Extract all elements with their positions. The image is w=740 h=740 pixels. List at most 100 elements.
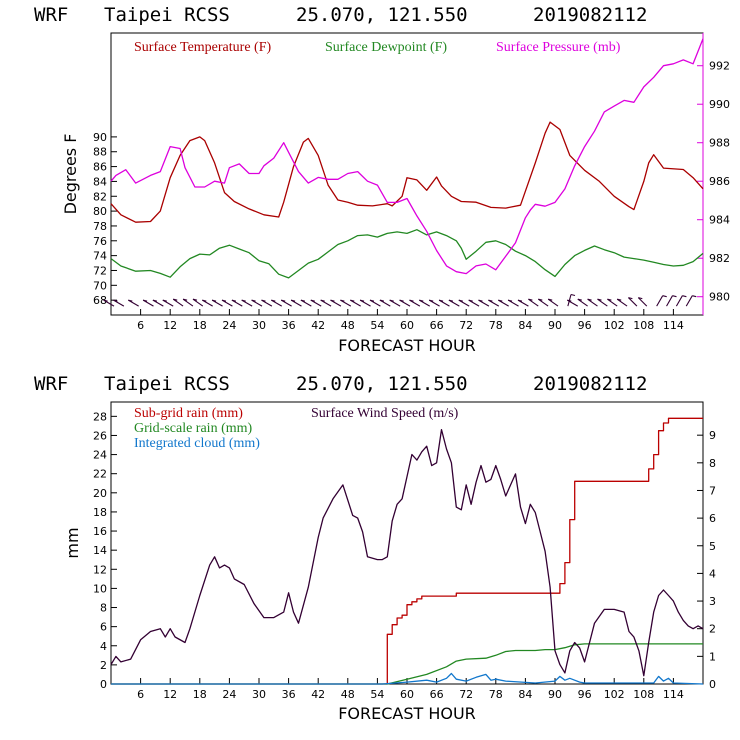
x-tick-label: 48	[341, 319, 355, 332]
y2-tick-label: 1	[709, 650, 716, 663]
x-tick-label: 72	[459, 688, 473, 701]
x-tick-label: 90	[548, 319, 562, 332]
wind-barb	[628, 297, 638, 307]
top-header-coords: 25.070, 121.550	[296, 4, 468, 26]
wind-barb-flag	[300, 299, 306, 302]
wind-barb-flag	[173, 298, 178, 301]
x-tick-label: 36	[282, 319, 296, 332]
surface-temperature-f-line	[110, 121, 704, 223]
x-tick-label: 54	[370, 688, 384, 701]
wind-barb-flag	[369, 299, 375, 302]
y2-tick-label: 6	[709, 512, 716, 525]
x-tick-label: 30	[252, 319, 266, 332]
bottom-header: WRF Taipei RCSS 25.070, 121.550 20190821…	[34, 373, 647, 395]
y2-tick-label: 4	[709, 567, 716, 580]
wind-barb-flag	[261, 299, 266, 302]
wind-barb-flag	[488, 299, 493, 302]
x-tick-label: 72	[459, 319, 473, 332]
wind-barb	[142, 299, 154, 307]
wind-barb-flag	[498, 299, 503, 302]
wind-barb	[438, 299, 450, 307]
wind-barb-flag	[142, 299, 148, 302]
wind-barb	[656, 295, 664, 307]
bottom-series-group	[110, 417, 704, 685]
wind-barb	[261, 299, 273, 307]
wind-barb-flag	[128, 299, 133, 302]
grid-scale-rain-mm-line	[111, 643, 703, 685]
y-tick-label: 86	[93, 161, 107, 174]
x-tick-label: 96	[578, 688, 592, 701]
wind-barb	[172, 298, 184, 307]
wind-barb-flag	[340, 299, 345, 302]
x-tick-label: 54	[370, 319, 384, 332]
x-tick-label: 90	[548, 688, 562, 701]
y-tick-label: 88	[93, 146, 107, 159]
wind-barb	[528, 298, 539, 307]
x-tick-label: 108	[633, 688, 654, 701]
wind-barb-flag	[103, 299, 108, 302]
surface-pressure-mb-line	[110, 38, 704, 275]
wind-barb-flag	[320, 299, 325, 302]
wind-barb-flag	[538, 298, 543, 301]
wind-barb-flag	[290, 299, 296, 302]
wind-barb-flag	[548, 298, 553, 301]
y-tick-label: 18	[93, 506, 107, 519]
wind-barb-flag	[570, 293, 576, 297]
wind-barb-flag	[617, 298, 622, 301]
wind-barb	[182, 298, 194, 307]
x-tick-label: 84	[518, 688, 532, 701]
wind-barb-flag	[628, 297, 633, 300]
top-y-axis-label: Degrees F	[61, 134, 80, 215]
top-x-axis-ticks: 6 12 18 24 30 36 42 48 54 60 66 72 78 84 90 96 102 108 114	[137, 309, 684, 332]
x-tick-label: 24	[222, 688, 236, 701]
bottom-legend: Sub-grid rain (mm) Surface Wind Speed (m…	[134, 406, 459, 451]
wind-barb	[409, 299, 421, 307]
y-tick-label: 0	[100, 678, 107, 691]
y2-tick-label: 8	[709, 457, 716, 470]
x-tick-label: 114	[663, 688, 684, 701]
top-y2-axis-ticks: 980 982 984 986 988 990 992	[697, 60, 730, 304]
wind-barb-flag	[438, 299, 444, 302]
wind-barb-flag	[448, 299, 454, 302]
top-header-init: 2019082112	[533, 4, 647, 26]
wind-barb-flag	[241, 299, 246, 302]
wind-barb-flag	[478, 299, 483, 302]
bottom-header-init: 2019082112	[533, 373, 647, 395]
wind-barb	[607, 298, 618, 307]
bottom-y-axis-label: mm	[63, 527, 82, 558]
y-tick-label: 68	[93, 294, 107, 307]
wind-barb-flag	[350, 299, 355, 302]
bottom-x-axis-label: FORECAST HOUR	[338, 704, 476, 723]
x-tick-label: 78	[489, 319, 503, 332]
y-tick-label: 24	[93, 449, 107, 462]
x-tick-label: 12	[163, 319, 177, 332]
y2-tick-label: 2	[709, 623, 716, 636]
bottom-panel: WRF Taipei RCSS 25.070, 121.550 20190821…	[34, 373, 716, 723]
y-tick-label: 6	[100, 621, 107, 634]
wind-barb-flag	[528, 298, 533, 301]
wind-barb-flag	[231, 299, 237, 302]
wind-barb	[128, 299, 139, 307]
y-tick-label: 28	[93, 410, 107, 423]
wind-barb	[547, 298, 559, 307]
bottom-y2-axis-ticks: 0 1 2 3 4 5 6 7 8 9	[697, 429, 716, 691]
wind-barb	[192, 298, 204, 307]
y-tick-label: 82	[93, 190, 107, 203]
x-tick-label: 114	[663, 319, 684, 332]
top-header-model: WRF	[34, 4, 68, 26]
wind-barb	[597, 298, 608, 307]
wind-barb	[666, 295, 673, 307]
x-tick-label: 102	[604, 319, 625, 332]
wind-barb	[320, 299, 332, 307]
wind-barb	[637, 297, 648, 307]
wind-barb-flag	[587, 298, 592, 301]
y2-tick-label: 984	[709, 214, 730, 227]
y-tick-label: 26	[93, 429, 107, 442]
x-tick-label: 78	[489, 688, 503, 701]
wind-barb-flag	[662, 295, 667, 298]
wind-barb-flag	[429, 299, 434, 302]
y-tick-label: 10	[93, 582, 107, 595]
y-tick-label: 2	[100, 659, 107, 672]
wind-barb-flag	[692, 295, 697, 298]
y-tick-label: 22	[93, 468, 107, 481]
